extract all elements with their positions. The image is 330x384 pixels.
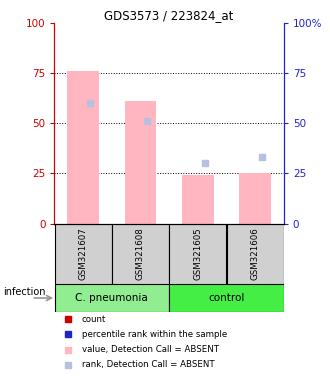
- Text: count: count: [82, 315, 106, 324]
- Text: GSM321607: GSM321607: [79, 228, 88, 280]
- FancyBboxPatch shape: [54, 223, 112, 285]
- Text: value, Detection Call = ABSENT: value, Detection Call = ABSENT: [82, 345, 219, 354]
- FancyBboxPatch shape: [226, 223, 284, 285]
- Text: GSM321606: GSM321606: [250, 228, 260, 280]
- Bar: [67, 71, 99, 223]
- FancyBboxPatch shape: [112, 223, 169, 285]
- Bar: [125, 101, 156, 223]
- Text: infection: infection: [3, 287, 46, 297]
- Bar: [182, 175, 214, 223]
- Text: percentile rank within the sample: percentile rank within the sample: [82, 330, 227, 339]
- FancyBboxPatch shape: [169, 223, 226, 285]
- Text: GSM321608: GSM321608: [136, 228, 145, 280]
- Text: rank, Detection Call = ABSENT: rank, Detection Call = ABSENT: [82, 360, 214, 369]
- Title: GDS3573 / 223824_at: GDS3573 / 223824_at: [104, 9, 234, 22]
- FancyBboxPatch shape: [54, 285, 169, 311]
- FancyBboxPatch shape: [169, 285, 284, 311]
- Text: GSM321605: GSM321605: [193, 228, 202, 280]
- Text: control: control: [208, 293, 245, 303]
- Text: C. pneumonia: C. pneumonia: [76, 293, 148, 303]
- Bar: [239, 174, 271, 223]
